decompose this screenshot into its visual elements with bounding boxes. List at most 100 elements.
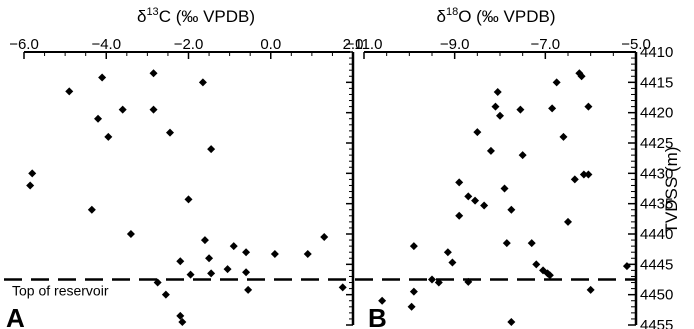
panel-a-data-point bbox=[200, 236, 209, 245]
panel-b-data-point bbox=[584, 102, 593, 111]
panel-b-x-tick-label: −9.0 bbox=[440, 36, 470, 53]
panel-a-data-point bbox=[205, 254, 214, 263]
panel-a-data-point bbox=[126, 230, 135, 238]
panel-b-data-point bbox=[455, 178, 464, 187]
panel-a-data-point bbox=[198, 78, 207, 87]
panel-b-data-point bbox=[428, 275, 436, 284]
panel-a-data-point bbox=[303, 250, 312, 259]
panel-b-data-point bbox=[448, 258, 457, 267]
panel-a-data-point bbox=[207, 269, 216, 278]
panel-b-data-point bbox=[491, 102, 500, 111]
panel-b-data-point bbox=[378, 296, 387, 305]
panel-b-x-tick-label: −11.0 bbox=[346, 36, 383, 53]
y-tick-label: 4430 bbox=[640, 165, 673, 182]
panel-a-data-point bbox=[207, 145, 216, 154]
panel-a-x-axis-title: δ13C (‰ VPDB) bbox=[137, 6, 255, 26]
y-tick-label: 4435 bbox=[640, 196, 673, 213]
panel-b-points bbox=[378, 69, 631, 326]
panel-a-data-point bbox=[184, 195, 193, 204]
panel-a-data-point bbox=[320, 233, 329, 242]
panel-a-data-point bbox=[229, 242, 238, 251]
panel-b-x-ticks: −11.0 −9.0 −7.0 −5.0 bbox=[346, 36, 651, 59]
panel-b-data-point bbox=[507, 317, 516, 326]
panel-a-data-point bbox=[178, 317, 187, 326]
panel-b-data-point bbox=[577, 72, 586, 81]
panel-a-x-tick-label: −6.0 bbox=[9, 36, 39, 53]
panel-a-x-ticks: −6.0 −4.0 −2.0 0.0 2.0 bbox=[9, 36, 363, 59]
panel-b-data-point bbox=[480, 201, 489, 210]
y-tick-label: 4455 bbox=[640, 317, 673, 329]
panel-a-data-point bbox=[244, 285, 253, 294]
panel-b-data-point bbox=[586, 285, 595, 294]
panel-b-data-point bbox=[532, 260, 541, 269]
y-tick-label: 4440 bbox=[640, 226, 673, 243]
panel-b-data-point bbox=[493, 88, 502, 97]
panel-a-data-point bbox=[338, 283, 347, 292]
panel-a-letter: A bbox=[6, 303, 25, 329]
panel-a-data-point bbox=[65, 87, 74, 96]
panel-b-data-point bbox=[409, 287, 418, 296]
panel-b-data-point bbox=[443, 248, 452, 257]
panel-b-data-point bbox=[564, 217, 572, 226]
panel-a-data-point bbox=[223, 265, 232, 274]
panel-a-data-point bbox=[149, 69, 158, 78]
panel-a-data-point bbox=[104, 132, 113, 141]
y-tick-label: 4450 bbox=[640, 287, 673, 304]
panel-b-data-point bbox=[471, 196, 480, 205]
panel-a-data-point bbox=[176, 257, 185, 266]
panel-a-data-point bbox=[161, 290, 170, 299]
panel-b-data-point bbox=[502, 239, 511, 248]
panel-b-x-tick-label: −7.0 bbox=[531, 36, 561, 53]
panel-a-data-point bbox=[176, 311, 185, 320]
panel-a-data-point bbox=[94, 114, 103, 123]
panel-a-points bbox=[26, 69, 347, 326]
panel-b-data-point bbox=[507, 205, 516, 214]
panel-b-data-point bbox=[455, 211, 464, 220]
y-tick-label: 4410 bbox=[640, 44, 673, 61]
panel-b-data-point bbox=[527, 239, 536, 248]
panel-a-data-point bbox=[165, 128, 174, 137]
panel-b-data-point bbox=[473, 128, 482, 137]
panel-b-data-point bbox=[545, 271, 554, 280]
panel-a-data-point bbox=[270, 250, 279, 259]
y-tick-label: 4415 bbox=[640, 74, 673, 91]
panel-a-data-point bbox=[118, 105, 127, 114]
panel-a-x-tick-label: 2.0 bbox=[343, 36, 364, 53]
panel-a-x-tick-label: −2.0 bbox=[174, 36, 204, 53]
y-axis-ticks: 4410 4415 4420 4425 4430 4435 4440 4445 4450 4455 bbox=[346, 44, 673, 329]
panel-a-data-point bbox=[242, 268, 251, 277]
panel-b-data-point bbox=[496, 111, 504, 120]
panel-b-data-point bbox=[559, 132, 568, 141]
panel-b-data-point bbox=[500, 184, 509, 193]
y-tick-label: 4445 bbox=[640, 256, 673, 273]
panel-a: δ13C (‰ VPDB) −6.0 −4.0 −2.0 0.0 2.0 A bbox=[6, 6, 363, 329]
panel-b-data-point bbox=[552, 78, 561, 87]
panel-b-x-tick-label: −5.0 bbox=[621, 36, 651, 53]
top-of-reservoir-label: Top of reservoir bbox=[12, 283, 109, 299]
panel-b-data-point bbox=[518, 151, 527, 160]
panel-b-data-point bbox=[548, 104, 557, 113]
panel-b-x-axis-title: δ18O (‰ VPDB) bbox=[436, 6, 555, 26]
panel-a-data-point bbox=[28, 169, 37, 178]
panel-a-x-tick-label: −4.0 bbox=[91, 36, 121, 53]
panel-a-data-point bbox=[242, 248, 251, 257]
y-axis-title: TVDSS (m) bbox=[662, 147, 681, 234]
panel-b-data-point bbox=[584, 170, 593, 179]
panel-a-data-point bbox=[98, 73, 107, 82]
panel-a-x-tick-label: 0.0 bbox=[260, 36, 281, 53]
panel-b-data-point bbox=[407, 302, 416, 311]
panel-a-data-point bbox=[26, 181, 35, 190]
panel-b-data-point bbox=[486, 146, 495, 155]
panel-b-letter: B bbox=[368, 303, 387, 329]
panel-b-data-point bbox=[516, 105, 525, 114]
panel-b-data-point bbox=[464, 192, 473, 201]
panel-a-data-point bbox=[149, 105, 158, 114]
panel-b-data-point bbox=[409, 242, 418, 251]
panel-b-data-point bbox=[570, 175, 579, 184]
panel-b-data-point bbox=[579, 170, 588, 179]
panel-b-data-point bbox=[622, 262, 631, 271]
y-tick-label: 4420 bbox=[640, 105, 673, 122]
panel-a-data-point bbox=[186, 270, 195, 279]
panel-a-data-point bbox=[87, 205, 96, 214]
